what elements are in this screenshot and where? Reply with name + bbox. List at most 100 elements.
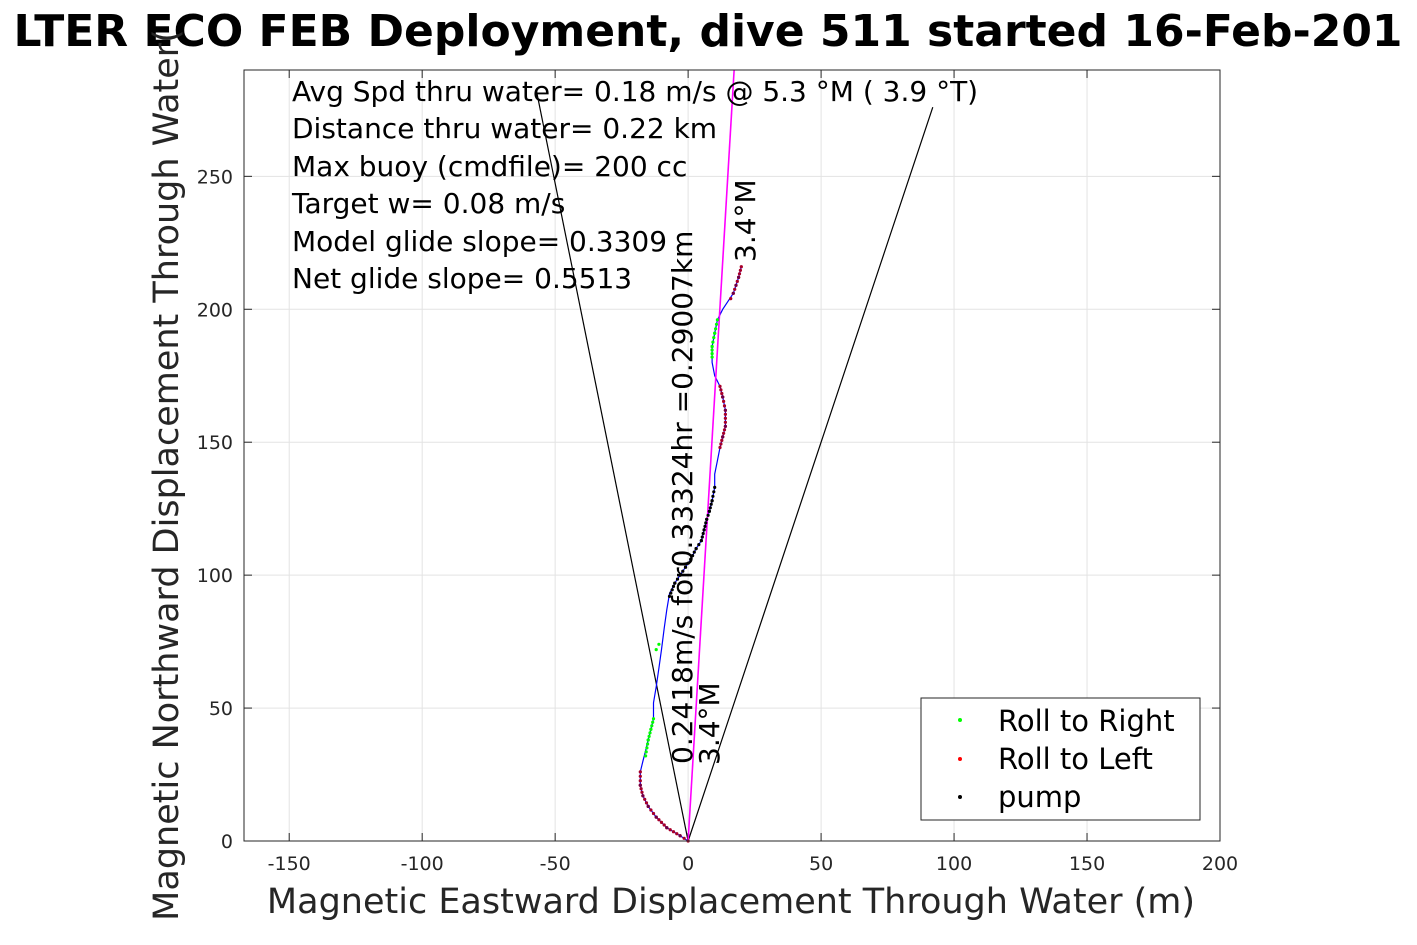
roll-left-point-edge [737,272,742,276]
roll-left-point-edge [723,408,728,412]
roll-left-point-edge [668,828,672,832]
roll-left-point-edge [721,395,725,399]
roll-right-point [654,648,658,652]
roll-left-point-edge [654,815,658,819]
roll-left-point [675,832,679,836]
roll-right-point [710,352,714,356]
pump-point [703,524,707,529]
roll-left-point [737,275,741,279]
track-points [638,265,743,843]
roll-left-point-edge [719,442,723,446]
x-tick-label: 200 [1202,853,1238,875]
roll-left-point-edge [723,424,728,428]
roll-left-point-edge [682,836,686,840]
pump-point [669,591,673,595]
roll-left-point [721,435,725,439]
roll-left-point [659,820,664,825]
pump-point [709,502,713,506]
pump-point [673,581,677,585]
roll-left-point [738,268,743,272]
pump-point [678,573,682,577]
roll-left-point-edge [638,770,642,774]
roll-left-point [671,830,676,834]
roll-left-point [718,445,722,450]
roll-left-point [638,779,642,783]
pump-point [713,485,717,489]
roll-left-point [668,828,672,832]
roll-left-point-edge [640,790,644,794]
pump-point [686,561,690,565]
roll-left-point-edge [723,420,728,424]
roll-right-point [651,720,655,724]
heading-label-bottom: 3.4°M [693,682,726,765]
roll-left-point-edge [678,834,682,838]
pump-point [702,528,706,532]
pump-point [708,506,712,510]
x-tick-labels: -150 -100 -50 0 50 100 150 200 [268,853,1238,875]
roll-left-point [719,442,723,446]
y-tick-label: 150 [197,432,233,454]
roll-left-point [720,438,724,442]
roll-left-point-edge [657,818,661,822]
roll-left-point-edge [641,794,645,798]
roll-left-point [735,279,739,283]
legend-marker-roll-left [958,757,962,761]
roll-left-point [722,428,727,432]
roll-left-point-edge [720,438,724,442]
roll-left-point [739,265,743,269]
speed-distance-label: 0.2418m/s for0.33324hr =0.29007km [666,231,699,764]
roll-right-point [647,734,651,739]
roll-left-point-edge [721,435,725,439]
roll-right-point [710,344,714,349]
cone-line-1 [535,91,689,842]
roll-left-point-edge [641,794,645,798]
roll-left-point-edge [723,412,728,416]
roll-left-point-edge [678,834,682,838]
roll-left-point-edge [729,297,733,301]
pump-point [675,577,680,581]
roll-right-point [715,318,720,322]
roll-left-point-edge [734,283,738,287]
x-tick-label: 150 [1069,853,1105,875]
roll-left-point-edge [723,408,728,412]
y-tick-label: 200 [197,299,233,321]
roll-left-point-edge [722,399,726,403]
y-axis-label: Magnetic Northward Displacement Through … [147,29,187,921]
roll-right-point [644,750,648,754]
roll-right-point [713,331,717,335]
pump-point [671,584,676,589]
roll-left-point-edge [739,265,743,269]
roll-right-point [711,340,715,344]
roll-left-point [641,794,645,798]
roll-left-point-edge [720,391,724,396]
heading-cone-lines [535,91,934,842]
roll-right-point [645,746,649,750]
legend: Roll to Right Roll to Left pump [920,697,1201,821]
roll-left-point-edge [662,823,666,827]
pump-point [692,550,696,554]
roll-right-point [657,642,661,646]
roll-left-point [678,834,682,838]
x-tick-label: 100 [936,853,972,875]
roll-left-point-edge [675,832,679,836]
heading-label-top: 3.4°M [729,179,762,262]
pump-point [694,547,698,551]
roll-left-point [640,790,644,794]
pump-point [711,494,715,498]
y-tick-label: 0 [221,831,233,853]
roll-right-point [712,336,716,340]
roll-left-point-edge [722,404,727,408]
roll-left-point-edge [721,395,725,399]
roll-left-point [638,774,642,778]
roll-right-point [710,355,714,359]
roll-left-point [722,431,726,435]
x-tick-label: -50 [540,853,571,875]
info-line-model-glide: Model glide slope= 0.3309 [292,225,667,258]
roll-left-point [665,826,669,830]
roll-left-point-edge [665,826,669,830]
roll-left-point-edge [651,811,656,816]
roll-left-point-edge [639,787,643,791]
roll-left-point-edge [718,384,722,388]
heading-line [687,69,735,842]
x-axis-label: Magnetic Eastward Displacement Through W… [267,882,1195,922]
